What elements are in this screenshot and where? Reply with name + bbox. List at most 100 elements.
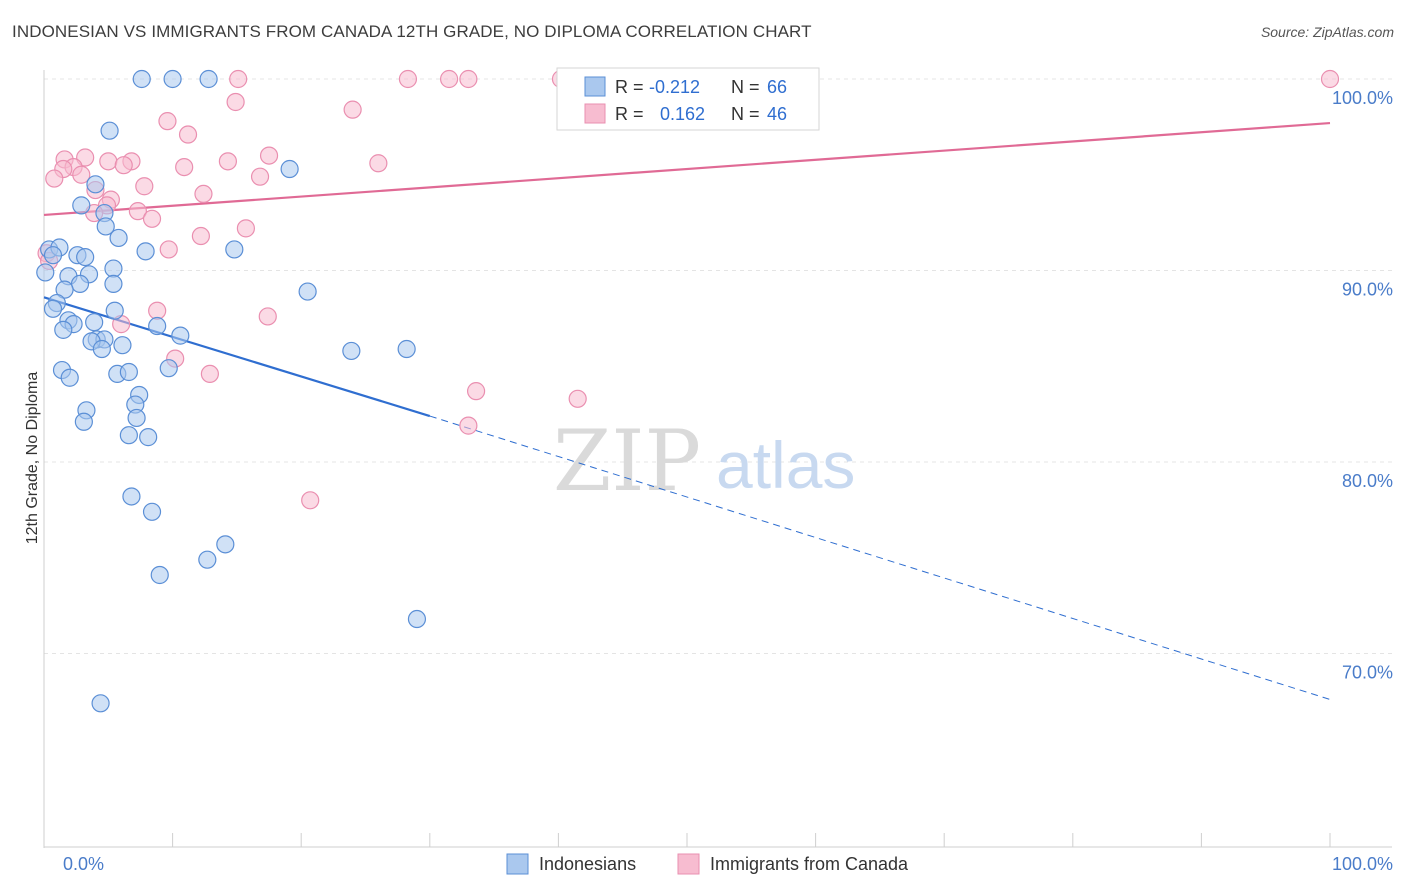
y-tick-label: 70.0% xyxy=(1342,663,1393,683)
data-point-indonesians xyxy=(36,263,55,282)
data-point-canada xyxy=(439,69,459,89)
axes xyxy=(43,70,1392,848)
trend-line-indonesians-dashed xyxy=(429,415,1331,700)
data-point-indonesians xyxy=(54,320,73,339)
data-point-indonesians xyxy=(397,339,416,359)
data-point-canada xyxy=(226,92,245,112)
data-point-indonesians xyxy=(298,282,317,301)
x-tick-label-max: 100.0% xyxy=(1332,854,1393,874)
data-point-canada xyxy=(236,219,256,238)
data-point-canada xyxy=(142,209,162,228)
data-point-indonesians xyxy=(70,274,90,294)
data-point-canada xyxy=(459,69,478,89)
data-point-canada xyxy=(398,69,418,89)
y-tick-label: 80.0% xyxy=(1342,471,1393,491)
data-point-indonesians xyxy=(136,242,155,261)
data-point-canada xyxy=(250,167,270,186)
data-point-canada xyxy=(159,240,178,259)
data-point-indonesians xyxy=(60,368,79,387)
data-point-indonesians xyxy=(122,487,141,506)
watermark-zip: ZIP xyxy=(553,412,701,510)
data-point-canada xyxy=(128,202,147,221)
data-point-canada xyxy=(72,165,91,184)
y-tick-label: 90.0% xyxy=(1342,280,1393,300)
data-point-indonesians xyxy=(119,362,138,382)
trend-line-canada xyxy=(43,121,1331,217)
data-point-indonesians xyxy=(76,247,95,267)
data-point-canada xyxy=(459,416,478,435)
data-point-indonesians xyxy=(342,341,361,361)
data-point-canada xyxy=(200,364,219,384)
data-point-indonesians xyxy=(85,313,104,332)
data-point-canada xyxy=(45,169,64,188)
data-point-indonesians xyxy=(142,502,162,521)
data-point-indonesians xyxy=(225,240,244,259)
data-point-indonesians xyxy=(127,408,146,428)
x-ticks xyxy=(43,833,1331,847)
chart-title: INDONESIAN VS IMMIGRANTS FROM CANADA 12T… xyxy=(12,22,812,41)
data-point-indonesians xyxy=(105,301,124,320)
source-label: Source: ZipAtlas.com xyxy=(1260,24,1394,40)
watermark: ZIP atlas xyxy=(553,412,855,510)
stats-n-value-canada: 46 xyxy=(767,104,787,124)
x-tick-label-min: 0.0% xyxy=(63,854,104,874)
data-point-canada xyxy=(175,157,194,177)
legend-label-indonesians[interactable]: Indonesians xyxy=(539,854,636,874)
legend-swatch-indonesians[interactable] xyxy=(506,853,529,875)
data-point-indonesians xyxy=(113,336,132,355)
gridlines xyxy=(44,78,1392,654)
data-point-canada xyxy=(99,152,118,171)
data-point-indonesians xyxy=(96,217,115,236)
data-point-indonesians xyxy=(43,246,63,265)
data-point-indonesians xyxy=(132,69,151,89)
data-point-indonesians xyxy=(55,280,74,299)
data-point-indonesians xyxy=(171,326,190,345)
data-point-canada xyxy=(258,307,277,326)
data-point-indonesians xyxy=(86,175,105,194)
y-axis-label: 12th Grade, No Diploma xyxy=(24,372,41,545)
data-point-canada xyxy=(135,177,154,196)
stats-legend-swatch-indonesians xyxy=(584,76,606,97)
data-point-indonesians xyxy=(43,299,63,318)
data-point-indonesians xyxy=(91,694,110,713)
data-point-indonesians xyxy=(280,159,299,179)
stats-r-value-indonesians: -0.212 xyxy=(649,77,700,97)
data-point-canada xyxy=(1320,69,1340,89)
stats-n-label-indonesians: N = xyxy=(731,77,760,97)
data-point-indonesians xyxy=(216,535,235,554)
stats-legend-swatch-canada xyxy=(584,103,606,124)
bottom-legend: Indonesians Immigrants from Canada xyxy=(506,853,909,875)
y-tick-label: 100.0% xyxy=(1332,88,1393,108)
data-point-indonesians xyxy=(407,609,427,629)
data-point-indonesians xyxy=(74,412,93,431)
stats-n-label-canada: N = xyxy=(731,104,760,124)
data-point-indonesians xyxy=(104,274,123,294)
legend-label-canada[interactable]: Immigrants from Canada xyxy=(710,854,909,874)
stats-legend: R = -0.212 N = 66 R = 0.162 N = 46 xyxy=(556,67,820,131)
stats-n-value-indonesians: 66 xyxy=(767,77,787,97)
data-point-canada xyxy=(301,491,320,510)
data-point-canada xyxy=(218,152,237,171)
data-point-canada xyxy=(343,100,362,119)
data-point-indonesians xyxy=(159,359,178,378)
stats-r-value-canada: 0.162 xyxy=(660,104,705,124)
y-tick-labels: 70.0% 80.0% 90.0% 100.0% xyxy=(1332,88,1393,683)
data-point-canada xyxy=(466,382,486,401)
data-point-canada xyxy=(114,156,133,175)
data-point-indonesians xyxy=(139,428,158,447)
data-point-canada xyxy=(158,112,177,131)
legend-swatch-canada[interactable] xyxy=(677,853,700,875)
data-point-canada xyxy=(148,301,167,320)
series-indonesians xyxy=(36,69,427,713)
data-point-indonesians xyxy=(72,196,91,215)
data-point-canada xyxy=(194,184,213,203)
data-point-indonesians xyxy=(92,339,111,359)
data-point-indonesians xyxy=(100,121,119,140)
stats-r-label-indonesians: R = xyxy=(615,77,644,97)
stats-r-label-canada: R = xyxy=(615,104,644,124)
data-point-canada xyxy=(259,146,279,165)
data-point-canada xyxy=(191,226,210,246)
data-point-indonesians xyxy=(104,259,123,278)
data-point-canada xyxy=(229,69,248,89)
